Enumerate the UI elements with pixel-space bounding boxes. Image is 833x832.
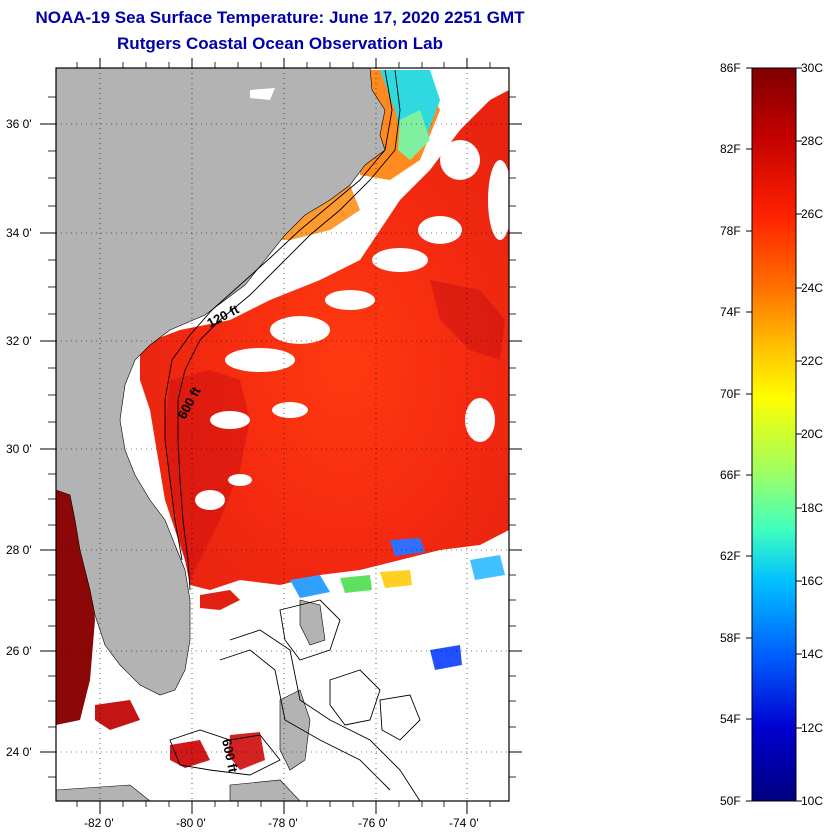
colorbar-c-10: 10C [801,794,823,808]
lat-label-28: 28 0' [6,543,32,557]
lat-label-32: 32 0' [6,334,32,348]
colorbar-c-14: 14C [801,647,823,661]
lon-label-76: -76 0' [358,816,388,830]
colorbar-f-78: 78F [720,224,741,238]
colorbar-f-86: 86F [720,61,741,75]
lon-label-78: -78 0' [268,816,298,830]
lat-label-24: 24 0' [6,745,32,759]
colorbar-f-70: 70F [720,387,741,401]
lat-label-30: 30 0' [6,442,32,456]
lat-label-36: 36 0' [6,117,32,131]
lat-label-26: 26 0' [6,644,32,658]
colorbar-c-22: 22C [801,354,823,368]
map-ticks [40,58,522,814]
colorbar-c-30: 30C [801,61,823,75]
lon-label-82: -82 0' [84,816,114,830]
colorbar-f-66: 66F [720,468,741,482]
colorbar-c-16: 16C [801,574,823,588]
grid-lines [56,68,509,801]
colorbar-f-50: 50F [720,794,741,808]
colorbar-f-54: 54F [720,712,741,726]
colorbar-c-18: 18C [801,501,823,515]
colorbar-f-58: 58F [720,631,741,645]
map-frame [55,67,510,802]
contour-label-600ft-south: 600 ft [219,738,241,775]
colorbar-c-26: 26C [801,207,823,221]
colorbar-c-12: 12C [801,721,823,735]
colorbar-f-82: 82F [720,142,741,156]
colorbar-f-74: 74F [720,305,741,319]
land-mass [56,68,386,696]
lon-label-74: -74 0' [449,816,479,830]
map-title: NOAA-19 Sea Surface Temperature: June 17… [35,8,525,27]
colorbar-f-62: 62F [720,549,741,563]
lon-label-80: -80 0' [176,816,206,830]
cloud-cover [195,140,509,510]
colorbar: 86F 82F 78F 74F 70F 66F 62F 58F 54F 50F … [720,61,823,808]
colorbar-c-24: 24C [801,281,823,295]
bathymetry-contours [164,69,421,801]
colorbar-c-28: 28C [801,134,823,148]
map-subtitle: Rutgers Coastal Ocean Observation Lab [117,34,443,53]
colorbar-c-20: 20C [801,427,823,441]
lat-label-34: 34 0' [6,226,32,240]
colorbar-gradient [751,67,797,802]
map-body: 120 ft 600 ft 600 ft [56,68,509,801]
